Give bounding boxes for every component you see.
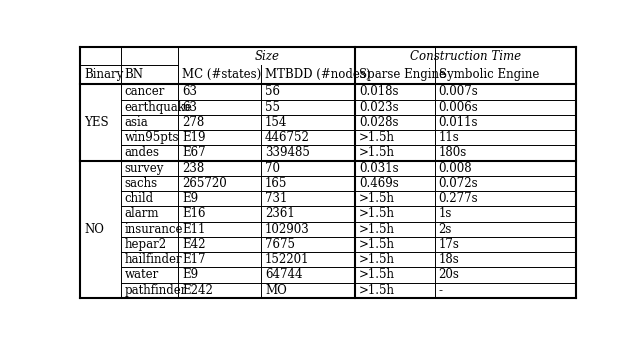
Text: >1.5h: >1.5h	[359, 268, 396, 281]
Text: hailfinder: hailfinder	[125, 253, 182, 266]
Text: E9: E9	[182, 192, 198, 205]
Text: 11s: 11s	[438, 131, 460, 144]
Text: >1.5h: >1.5h	[359, 192, 396, 205]
Text: Symbolic Engine: Symbolic Engine	[438, 68, 539, 81]
Text: 165: 165	[265, 177, 287, 190]
Text: 0.011s: 0.011s	[438, 116, 478, 129]
Text: 278: 278	[182, 116, 204, 129]
Text: 18s: 18s	[438, 253, 460, 266]
Text: -: -	[438, 284, 443, 297]
Text: sachs: sachs	[125, 177, 158, 190]
Text: 0.469s: 0.469s	[359, 177, 399, 190]
Text: andes: andes	[125, 146, 159, 159]
Text: E19: E19	[182, 131, 205, 144]
Text: 0.028s: 0.028s	[359, 116, 399, 129]
Text: >1.5h: >1.5h	[359, 223, 396, 236]
Text: 446752: 446752	[265, 131, 310, 144]
Text: >1.5h: >1.5h	[359, 284, 396, 297]
Text: 180s: 180s	[438, 146, 467, 159]
Text: MC (#states): MC (#states)	[182, 68, 261, 81]
Text: pathfinder: pathfinder	[125, 284, 187, 297]
Text: 731: 731	[265, 192, 287, 205]
Text: 0.007s: 0.007s	[438, 85, 478, 98]
Text: 2361: 2361	[265, 207, 295, 220]
Text: 0.018s: 0.018s	[359, 85, 399, 98]
Text: earthquake: earthquake	[125, 101, 193, 114]
Text: insurance: insurance	[125, 223, 183, 236]
Text: 64744: 64744	[265, 268, 303, 281]
Text: E17: E17	[182, 253, 205, 266]
Text: survey: survey	[125, 162, 164, 175]
Text: MO: MO	[265, 284, 287, 297]
Text: >1.5h: >1.5h	[359, 131, 396, 144]
Text: 0.072s: 0.072s	[438, 177, 478, 190]
Text: cancer: cancer	[125, 85, 165, 98]
Text: 0.008: 0.008	[438, 162, 472, 175]
Text: asia: asia	[125, 116, 148, 129]
Text: NO: NO	[84, 223, 104, 236]
Text: E11: E11	[182, 223, 205, 236]
Text: 154: 154	[265, 116, 287, 129]
Text: water: water	[125, 268, 159, 281]
Text: 339485: 339485	[265, 146, 310, 159]
Text: YES: YES	[84, 116, 109, 129]
Text: hepar2: hepar2	[125, 238, 167, 251]
Text: Sparse Engine: Sparse Engine	[359, 68, 446, 81]
Text: 102903: 102903	[265, 223, 310, 236]
Text: E67: E67	[182, 146, 206, 159]
Text: 55: 55	[265, 101, 280, 114]
Text: >1.5h: >1.5h	[359, 207, 396, 220]
Text: 2s: 2s	[438, 223, 452, 236]
Text: MTBDD (#nodes): MTBDD (#nodes)	[265, 68, 371, 81]
Text: >1.5h: >1.5h	[359, 146, 396, 159]
Text: 63: 63	[182, 101, 197, 114]
Text: child: child	[125, 192, 154, 205]
Text: 0.023s: 0.023s	[359, 101, 399, 114]
Text: >1.5h: >1.5h	[359, 238, 396, 251]
Text: 1s: 1s	[438, 207, 452, 220]
Text: >1.5h: >1.5h	[359, 253, 396, 266]
Text: E242: E242	[182, 284, 213, 297]
Text: Binary: Binary	[84, 68, 124, 81]
Text: E16: E16	[182, 207, 205, 220]
Text: 238: 238	[182, 162, 204, 175]
Text: 20s: 20s	[438, 268, 460, 281]
Text: E9: E9	[182, 268, 198, 281]
Text: 0.277s: 0.277s	[438, 192, 478, 205]
Text: 63: 63	[182, 85, 197, 98]
Text: Size: Size	[254, 49, 279, 63]
Text: 56: 56	[265, 85, 280, 98]
Text: win95pts: win95pts	[125, 131, 179, 144]
Text: 17s: 17s	[438, 238, 460, 251]
Text: 0.031s: 0.031s	[359, 162, 399, 175]
Text: 70: 70	[265, 162, 280, 175]
Text: 152201: 152201	[265, 253, 310, 266]
Text: 7675: 7675	[265, 238, 295, 251]
Text: Construction Time: Construction Time	[410, 49, 521, 63]
Text: 0.006s: 0.006s	[438, 101, 478, 114]
Text: 265720: 265720	[182, 177, 227, 190]
Text: E42: E42	[182, 238, 205, 251]
Text: BN: BN	[125, 68, 143, 81]
Text: alarm: alarm	[125, 207, 159, 220]
